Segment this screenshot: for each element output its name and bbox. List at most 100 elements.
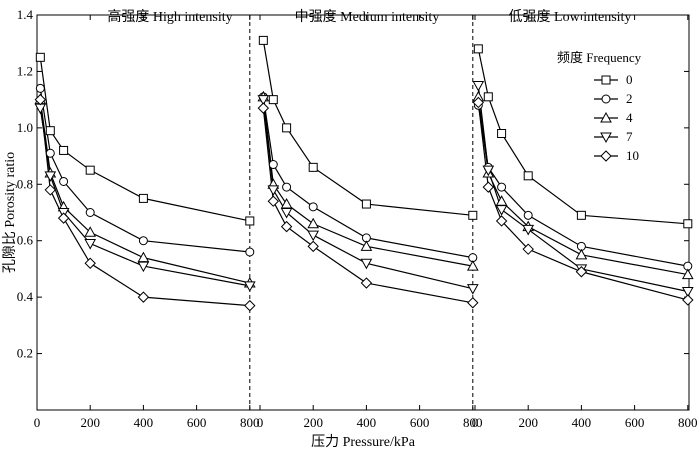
data-point-frequency-4 (84, 226, 97, 237)
legend-marker-7 (600, 132, 612, 144)
data-point-frequency-7 (243, 281, 256, 292)
data-point-frequency-7 (522, 224, 535, 236)
data-point-frequency-0 (361, 199, 371, 209)
data-point-frequency-10 (57, 212, 70, 224)
x-tick-label: 400 (357, 415, 377, 430)
x-tick-label: 800 (240, 415, 260, 430)
data-point-frequency-0 (35, 52, 45, 62)
data-point-frequency-4 (307, 217, 320, 229)
x-tick-label: 0 (472, 415, 479, 430)
y-tick-label: 1.4 (17, 7, 34, 22)
y-tick-label: 1.0 (17, 120, 33, 135)
series-layer (34, 35, 694, 312)
y-tick-label: 0.8 (17, 176, 33, 191)
data-point-frequency-0 (523, 171, 533, 181)
data-point-frequency-10 (575, 266, 588, 278)
data-point-frequency-10 (257, 102, 270, 114)
panel-1-series (34, 52, 256, 312)
panel-dividers (249, 15, 474, 410)
axes-layer (36, 14, 690, 411)
data-point-frequency-10 (267, 195, 280, 207)
plot-frame (36, 14, 690, 411)
data-point-frequency-0 (282, 123, 292, 133)
data-point-frequency-0 (497, 129, 507, 138)
data-point-frequency-10 (682, 294, 694, 306)
data-point-frequency-0 (308, 162, 318, 172)
series-line-frequency-7 (39, 108, 250, 287)
panel-3-series (472, 44, 694, 306)
data-point-frequency-7 (257, 95, 270, 106)
x-tick-label: 800 (463, 415, 483, 430)
data-point-frequency-2 (85, 208, 95, 217)
data-point-frequency-0 (683, 219, 693, 229)
data-point-frequency-2 (138, 236, 148, 246)
x-tick-label: 600 (410, 415, 430, 430)
data-point-frequency-7 (280, 208, 293, 219)
data-point-frequency-10 (280, 220, 293, 233)
legend-marker-0 (601, 75, 611, 85)
y-tick-label: 1.2 (17, 63, 33, 78)
panel-2-series (257, 35, 479, 309)
panel-title: 高强度 High intensity (107, 8, 232, 25)
data-point-frequency-0 (45, 126, 55, 136)
x-tick-label: 800 (678, 415, 698, 430)
data-point-frequency-0 (483, 92, 493, 102)
data-point-frequency-2 (35, 83, 45, 93)
data-point-frequency-0 (473, 44, 483, 54)
data-point-frequency-0 (59, 145, 69, 155)
data-point-frequency-2 (45, 148, 55, 158)
x-tick-label: 0 (34, 415, 41, 430)
y-axis-title: 孔隙比 Porosity ratio (2, 152, 18, 273)
series-line-frequency-2 (477, 105, 688, 267)
series-line-frequency-2 (262, 96, 473, 259)
legend: 频度 Frequency 0 2 4 7 10 (557, 50, 642, 163)
data-point-frequency-4 (466, 260, 479, 271)
data-point-frequency-2 (282, 182, 292, 192)
legend-label: 7 (626, 129, 633, 144)
series-line-frequency-0 (262, 40, 473, 216)
y-tick-label: 0.4 (17, 289, 34, 304)
data-point-frequency-7 (44, 171, 57, 182)
data-point-frequency-10 (34, 93, 47, 106)
legend-label: 4 (626, 110, 633, 125)
x-tick-label: 200 (80, 415, 100, 430)
data-point-frequency-10 (360, 277, 373, 289)
data-point-frequency-0 (138, 193, 148, 203)
x-tick-label: 0 (257, 415, 264, 430)
data-point-frequency-10 (307, 240, 319, 253)
data-point-frequency-7 (137, 261, 150, 273)
data-point-frequency-10 (44, 184, 57, 196)
x-tick-label: 200 (303, 415, 323, 430)
legend-label: 2 (626, 91, 633, 106)
data-point-frequency-10 (522, 243, 534, 255)
data-point-frequency-10 (467, 297, 479, 309)
series-line-frequency-0 (39, 57, 250, 222)
data-point-frequency-0 (85, 165, 95, 175)
legend-marker-4 (600, 111, 612, 123)
data-point-frequency-7 (307, 230, 320, 242)
data-point-frequency-10 (472, 96, 485, 109)
data-point-frequency-2 (523, 210, 533, 220)
series-line-frequency-2 (39, 88, 250, 253)
y-tick-label: 0.2 (17, 346, 33, 361)
data-point-frequency-4 (360, 240, 373, 251)
data-point-frequency-10 (244, 299, 256, 312)
data-point-frequency-4 (681, 268, 694, 280)
series-line-frequency-0 (477, 48, 688, 225)
data-point-frequency-2 (245, 247, 255, 257)
data-point-frequency-2 (497, 182, 507, 192)
x-axis-title: 压力 Pressure/kPa (311, 434, 416, 450)
x-tick-label: 400 (572, 415, 592, 430)
data-point-frequency-4 (575, 248, 588, 260)
data-point-frequency-10 (137, 291, 150, 303)
data-point-frequency-7 (267, 185, 280, 196)
data-point-frequency-7 (472, 81, 485, 92)
data-point-frequency-10 (482, 181, 495, 193)
data-point-frequency-0 (468, 210, 478, 220)
data-point-frequency-4 (137, 251, 150, 263)
data-point-frequency-7 (681, 287, 694, 298)
legend-marker-2 (601, 94, 611, 104)
series-line-frequency-7 (262, 99, 473, 290)
